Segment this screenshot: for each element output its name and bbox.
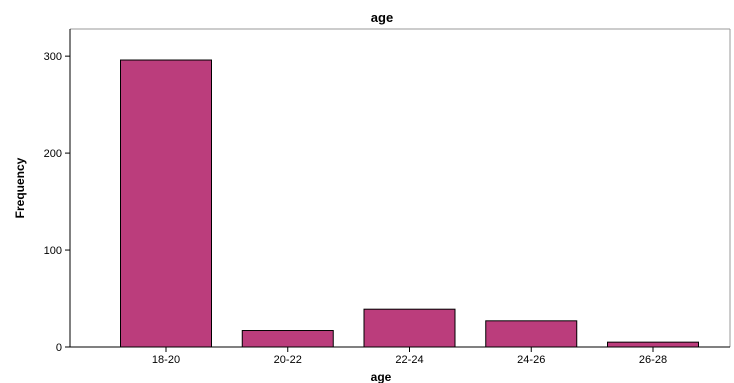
x-tick-label: 26-28 bbox=[639, 354, 667, 366]
y-tick-label: 300 bbox=[44, 51, 62, 63]
y-tick-label: 0 bbox=[56, 342, 62, 354]
y-tick-label: 200 bbox=[44, 148, 62, 160]
x-tick-label: 22-24 bbox=[395, 354, 423, 366]
y-axis-label: Frequency bbox=[13, 157, 27, 218]
y-tick-label: 100 bbox=[44, 245, 62, 257]
x-axis-label: age bbox=[371, 370, 392, 383]
bars-group bbox=[120, 59, 699, 348]
x-tick-label: 24-26 bbox=[517, 354, 545, 366]
bar-24-26 bbox=[485, 320, 578, 348]
bar-20-22 bbox=[241, 330, 334, 348]
y-ticks-group: 0 100 200 300 bbox=[44, 51, 70, 354]
bar-18-20 bbox=[120, 59, 212, 348]
bar-26-28 bbox=[607, 341, 699, 348]
x-ticks-group: 18-20 20-22 22-24 24-26 26-28 bbox=[152, 347, 667, 366]
bar-22-24 bbox=[363, 308, 456, 348]
x-tick-label: 18-20 bbox=[152, 354, 180, 366]
chart-title: age bbox=[371, 10, 393, 25]
x-tick-label: 20-22 bbox=[274, 354, 302, 366]
